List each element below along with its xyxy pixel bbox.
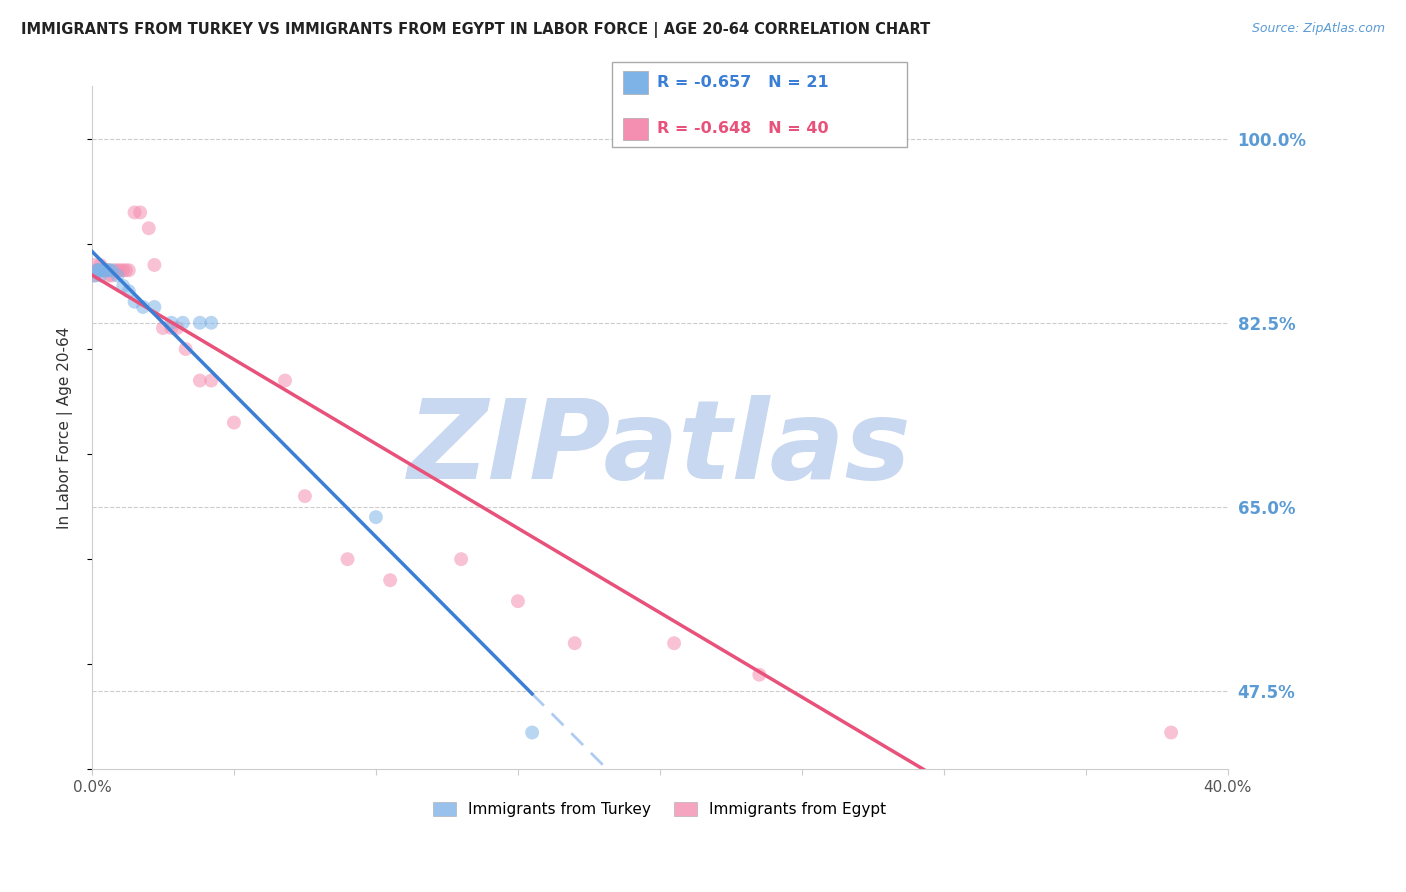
Text: R = -0.648   N = 40: R = -0.648 N = 40 [657, 121, 828, 136]
Point [86, 263, 108, 277]
Point [138, 221, 160, 235]
Point [662, 636, 685, 650]
Point [129, 205, 152, 219]
Point [94, 263, 117, 277]
Point [101, 263, 124, 277]
Point [89, 258, 111, 272]
Point [101, 268, 124, 283]
Text: ZIPatlas: ZIPatlas [408, 395, 912, 502]
Point [188, 374, 211, 388]
Point [118, 263, 141, 277]
Point [152, 321, 174, 335]
Point [94, 263, 117, 277]
Point [222, 416, 245, 430]
Point [112, 263, 135, 277]
Legend: Immigrants from Turkey, Immigrants from Egypt: Immigrants from Turkey, Immigrants from … [427, 796, 893, 823]
Point [107, 263, 129, 277]
Text: R = -0.657   N = 21: R = -0.657 N = 21 [657, 75, 828, 90]
Point [200, 374, 222, 388]
Point [172, 316, 194, 330]
Y-axis label: In Labor Force | Age 20-64: In Labor Force | Age 20-64 [58, 326, 73, 529]
Point [91, 263, 114, 277]
Point [166, 321, 188, 335]
Point [748, 667, 770, 681]
Point [143, 258, 166, 272]
Point [336, 552, 359, 566]
Point [115, 263, 138, 277]
Point [83, 268, 105, 283]
Point [450, 552, 472, 566]
Point [98, 263, 121, 277]
Point [86, 263, 108, 277]
Point [107, 268, 129, 283]
Point [89, 263, 111, 277]
Point [188, 316, 211, 330]
Point [110, 263, 132, 277]
Point [160, 321, 183, 335]
Point [104, 263, 127, 277]
Point [124, 294, 146, 309]
Point [94, 263, 117, 277]
Point [86, 263, 108, 277]
Point [118, 285, 141, 299]
Point [564, 636, 586, 650]
Point [83, 268, 105, 283]
Point [86, 263, 108, 277]
Point [378, 573, 401, 587]
Point [91, 263, 114, 277]
Point [89, 268, 111, 283]
Point [364, 510, 387, 524]
Text: IMMIGRANTS FROM TURKEY VS IMMIGRANTS FROM EGYPT IN LABOR FORCE | AGE 20-64 CORRE: IMMIGRANTS FROM TURKEY VS IMMIGRANTS FRO… [21, 22, 931, 38]
Point [98, 268, 121, 283]
Point [112, 279, 135, 293]
Point [83, 258, 105, 272]
Point [98, 263, 121, 277]
Point [160, 316, 183, 330]
Point [124, 205, 146, 219]
Text: Source: ZipAtlas.com: Source: ZipAtlas.com [1251, 22, 1385, 36]
Point [200, 316, 222, 330]
Point [91, 263, 114, 277]
Point [1160, 725, 1182, 739]
Point [174, 342, 197, 356]
Point [294, 489, 316, 503]
Point [520, 725, 543, 739]
Point [506, 594, 529, 608]
Point [132, 300, 155, 314]
Point [274, 374, 297, 388]
Point [89, 263, 111, 277]
Point [143, 300, 166, 314]
